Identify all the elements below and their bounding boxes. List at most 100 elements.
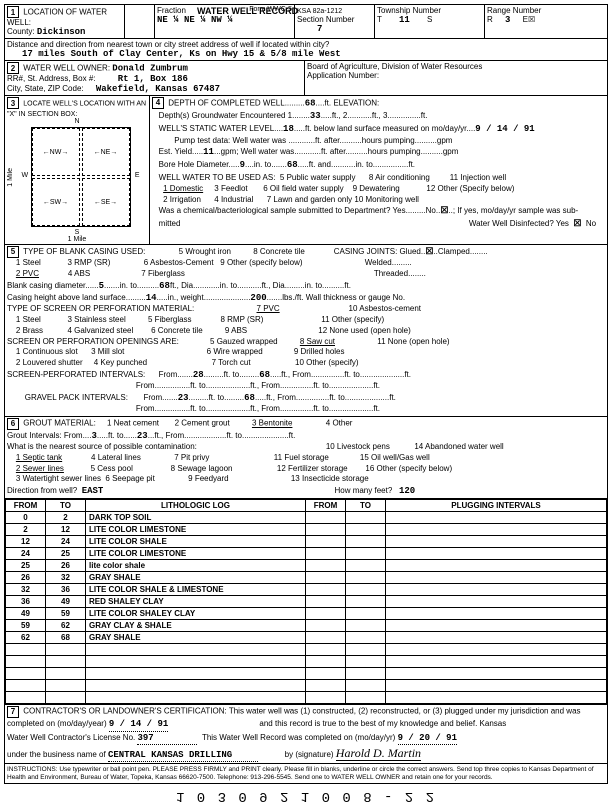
gravel-from2: From [136,404,155,413]
perf-from-v: 28 [193,370,204,380]
joints-mark: ☒ [425,247,433,257]
static-date: 9 / 14 / 91 [475,124,534,134]
bus-label: under the business name of [7,750,106,759]
use7: 7 Lawn and garden only [267,195,352,204]
p13: 13 Insecticide storage [291,474,369,483]
gravel-ft6: ft. [373,404,380,413]
bus-value: CENTRAL KANSAS DRILLING [108,749,258,762]
section-1-num: 1 [7,6,19,18]
gravel-ft5: ft. to [313,404,329,413]
chem-if: ; If yes, mo/day/yr sample was sub- [453,206,578,215]
township-value: 11 [399,15,410,25]
s2: 2 Brass [16,326,43,335]
o1: 1 Continuous slot [16,347,78,356]
int-ft: ft., From [154,431,184,440]
pump-ft: ft. after [315,136,339,145]
sig-label: by (signature) [285,750,334,759]
lith-h-to2: TO [346,500,386,512]
city-label: City, State, ZIP Code: [7,84,84,93]
lith-table: FROM TO LITHOLOGIC LOG FROM TO PLUGGING … [5,499,607,704]
perf-ft4: ft., From [250,381,280,390]
gw1-value: 33 [310,111,321,121]
section-7-num: 7 [7,706,19,718]
owner-row: 2 WATER WELL OWNER: Donald Zumbrum RR#, … [5,61,607,96]
o3: 3 Mill slot [91,347,124,356]
blank-in: in. to [120,281,137,290]
use3: 3 Feedlot [214,184,247,193]
gravel-to2: ft. to [190,404,206,413]
use6: 6 Oil field water supply [263,184,343,193]
blank-to: 68 [159,281,170,291]
p12: 12 Fertilizer storage [277,464,348,473]
township-label: Township Number [377,6,441,15]
table-row-empty [6,680,607,692]
county-label: County: [7,27,35,36]
perf-from: From [159,370,178,379]
table-row: 3236LITE COLOR SHALE & LIMESTONE [6,584,607,596]
feet-value: 120 [399,486,415,496]
c6: 6 Asbestos-Cement [144,258,214,267]
depth-label: DEPTH OF COMPLETED WELL [168,98,284,107]
s12: 12 None used (open hole) [318,326,411,335]
interval-label: Grout Intervals: From [7,431,83,440]
table-row: 2632GRAY SHALE [6,572,607,584]
table-row: 212LITE COLOR LIMESTONE [6,524,607,536]
perf-to: ft. to [224,370,240,379]
mile-label-2: 1 Mile [7,236,147,243]
mile-label-1: 1 Mile [7,168,14,187]
use1: 1 Domestic [163,184,203,193]
static-value: 18 [283,124,294,134]
table-row: 2425LITE COLOR LIMESTONE [6,548,607,560]
perf-ft5: ft. to [313,381,329,390]
nw-quad: ← NW → [32,128,80,176]
depth-unit: ft. ELEVATION: [324,98,379,107]
table-row: 6268GRAY SHALE [6,632,607,644]
dir-label: Direction from well? [7,486,77,495]
c4: 4 ABS [68,269,90,278]
dir-value: EAST [82,486,104,496]
blank-in3: in. to [305,281,322,290]
g2: 2 Cement grout [175,419,230,428]
o9: 9 Drilled holes [294,347,345,356]
int-to-lbl: ft. to [108,431,124,440]
bore-in2: in. to [355,160,372,169]
c5: 5 Wrought iron [179,247,231,256]
gw-ft: ft. [421,111,428,120]
use5: 5 Public water supply [280,173,356,182]
o6: 6 Wire wrapped [207,347,263,356]
table-row: 02DARK TOP SOIL [6,512,607,524]
chem-label: Was a chemical/bacteriological sample su… [159,206,406,215]
bore1-value: 9 [240,160,245,170]
bore-ft2: ft. [408,160,415,169]
static-unit: ft. below land surface measured on mo/da… [305,124,466,133]
o11: 11 None (open hole) [377,337,449,346]
sig-value: Harold D. Martin [336,746,421,761]
sec7-row: 7 CONTRACTOR'S OR LANDOWNER'S CERTIFICAT… [5,704,607,763]
o7: 7 Torch cut [212,358,251,367]
table-row: 1224LITE COLOR SHALE [6,536,607,548]
lith-h-log: LITHOLOGIC LOG [86,500,306,512]
static-label: WELL'S STATIC WATER LEVEL [159,124,274,133]
blank-dia-label: Blank casing diameter [7,281,85,290]
s9: 9 ABS [225,326,247,335]
p14: 14 Abandoned water well [414,442,503,451]
blank-ft: ft., Dia [170,281,193,290]
height-in: in., weight [168,293,204,302]
perf-to2: ft. to [190,381,206,390]
city-value: Wakefield, Kansas 67487 [96,84,220,94]
use2: 2 Irrigation [163,195,201,204]
lic-label: Water Well Contractor's License No. [7,733,135,742]
county-value: Dickinson [37,27,86,37]
gravel-label: GRAVEL PACK INTERVALS: [25,393,128,402]
blank-in2: in. to [220,281,237,290]
s1: 1 Steel [16,315,41,324]
joints-threaded: Threaded [374,269,408,278]
section-label: Section Number [297,15,354,24]
distance-label: Distance and direction from nearest town… [7,40,329,49]
o8: 8 Saw cut [300,337,335,346]
gravel-from-v: 23 [178,393,189,403]
form-title: WATER WELL RECORD [197,6,222,16]
fraction-label: Fraction [157,6,186,15]
s6: 6 Concrete tile [151,326,203,335]
p8: 8 Sewage lagoon [171,464,233,473]
